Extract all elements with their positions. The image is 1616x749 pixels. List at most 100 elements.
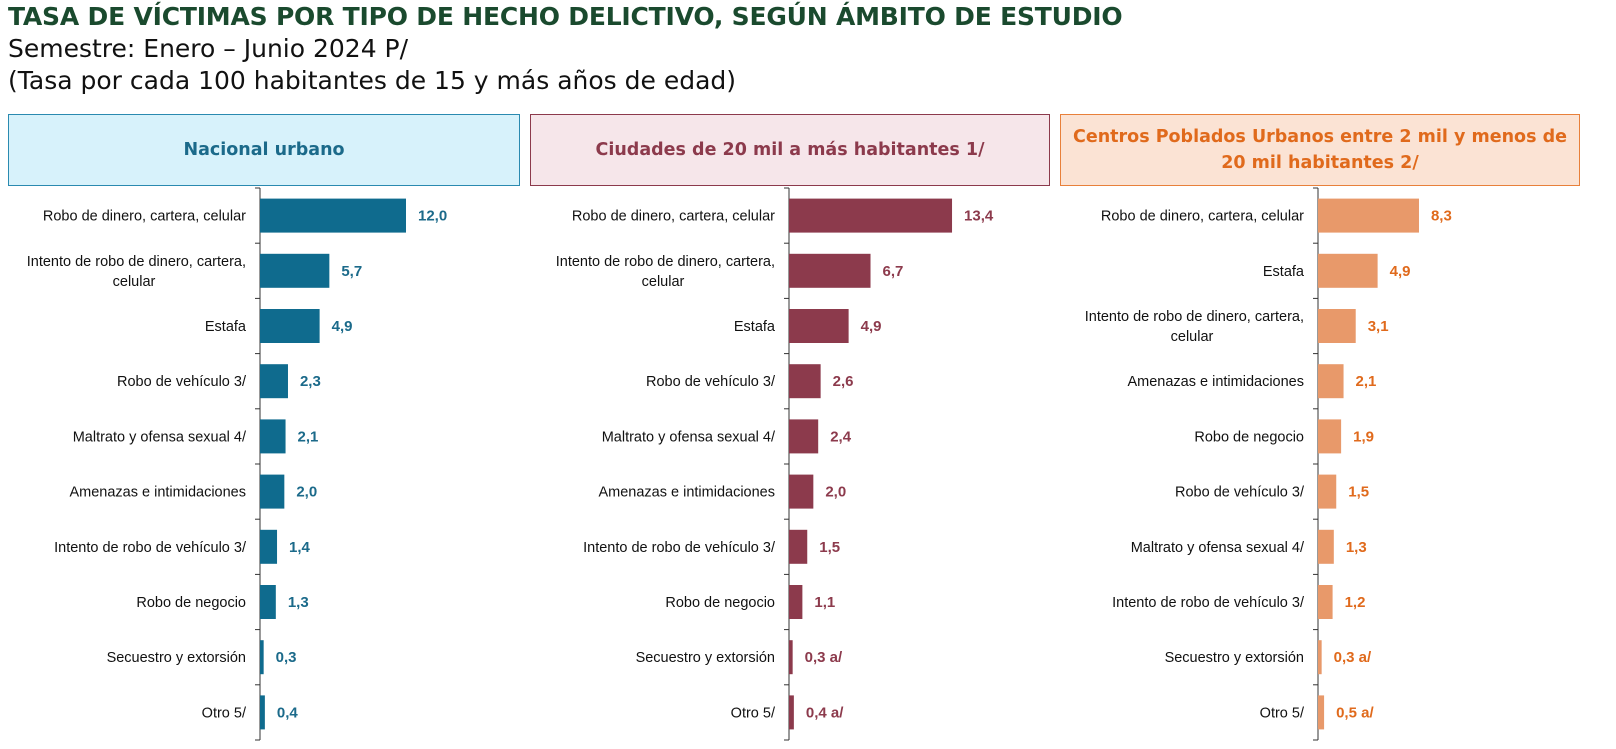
page-title: TASA DE VÍCTIMAS POR TIPO DE HECHO DELIC… [8, 2, 1123, 31]
data-label: 1,4 [289, 539, 311, 556]
data-label: 13,4 [964, 208, 994, 225]
bar [260, 529, 278, 564]
category-label: Amenazas e intimidaciones [69, 485, 246, 501]
category-label: celular [1171, 329, 1214, 345]
category-label: Intento de robo de vehículo 3/ [1112, 595, 1305, 611]
category-label: Robo de dinero, cartera, celular [1101, 209, 1304, 225]
category-label: Robo de vehículo 3/ [117, 374, 247, 390]
page-subtitle-unit: (Tasa por cada 100 habitantes de 15 y má… [8, 66, 737, 95]
chart-panel-0: 12,0 Robo de dinero, cartera, celular 5,7 I… [27, 187, 447, 741]
data-label: 1,3 [1346, 539, 1367, 556]
category-label: Intento de robo de vehículo 3/ [583, 540, 776, 556]
category-label: Otro 5/ [1260, 705, 1305, 721]
bar [260, 585, 276, 619]
bar [789, 364, 821, 399]
category-label: Robo de vehículo 3/ [646, 374, 776, 390]
bar [789, 309, 849, 343]
bar [260, 474, 285, 509]
category-label: Secuestro y extorsión [1165, 650, 1304, 666]
data-label: 8,3 [1431, 208, 1452, 225]
chart-panel-2: 8,3 Robo de dinero, cartera, celular 4,9 Es… [1085, 187, 1452, 741]
category-label: Robo de vehículo 3/ [1175, 485, 1305, 501]
data-label: 0,3 a/ [805, 649, 843, 666]
category-label: Estafa [1263, 264, 1305, 280]
bar [260, 419, 286, 454]
category-label: Intento de robo de dinero, cartera, [1085, 309, 1304, 325]
data-label: 0,3 [276, 649, 297, 666]
bar [260, 198, 406, 233]
bar [789, 253, 871, 288]
bar [1318, 198, 1419, 233]
category-label: Intento de robo de dinero, cartera, [27, 254, 246, 270]
data-label: 12,0 [418, 208, 447, 225]
bar [1318, 529, 1334, 564]
bar [1318, 253, 1378, 288]
data-label: 2,1 [1356, 373, 1377, 390]
category-label: Secuestro y extorsión [636, 650, 775, 666]
panel-header-nacional-urbano: Nacional urbano [8, 114, 520, 186]
data-label: 4,9 [332, 318, 353, 335]
data-label: 5,7 [341, 263, 362, 280]
data-label: 2,0 [296, 484, 317, 501]
data-label: 6,7 [883, 263, 904, 280]
category-label: Otro 5/ [202, 705, 247, 721]
bar [1318, 474, 1337, 509]
bar [1318, 309, 1356, 343]
bar [1318, 695, 1325, 730]
category-label: Maltrato y ofensa sexual 4/ [73, 429, 247, 445]
data-label: 2,4 [830, 428, 852, 445]
category-label: Maltrato y ofensa sexual 4/ [602, 429, 776, 445]
category-label: Intento de robo de vehículo 3/ [54, 540, 247, 556]
data-label: 1,5 [1348, 484, 1369, 501]
bar [1318, 640, 1322, 675]
bar [260, 695, 265, 730]
data-label: 2,0 [825, 484, 846, 501]
category-label: Amenazas e intimidaciones [598, 485, 775, 501]
category-label: Robo de negocio [1194, 429, 1304, 445]
data-label: 0,4 a/ [806, 704, 844, 721]
data-label: 0,5 a/ [1336, 704, 1374, 721]
data-label: 0,3 a/ [1334, 649, 1372, 666]
bar [260, 309, 320, 343]
bar [789, 474, 814, 509]
data-label: 1,5 [819, 539, 840, 556]
category-label: Estafa [734, 319, 776, 335]
category-label: Robo de dinero, cartera, celular [572, 209, 775, 225]
category-label: Robo de negocio [665, 595, 775, 611]
category-label: Maltrato y ofensa sexual 4/ [1131, 540, 1305, 556]
data-label: 2,6 [833, 373, 854, 390]
category-label: Robo de dinero, cartera, celular [43, 209, 246, 225]
bar [789, 640, 793, 675]
category-label: Secuestro y extorsión [107, 650, 246, 666]
data-label: 2,1 [298, 428, 319, 445]
data-label: 4,9 [1390, 263, 1411, 280]
bar [1318, 364, 1344, 399]
chart-panel-1: 13,4 Robo de dinero, cartera, celular 6,7 I… [556, 187, 994, 741]
data-label: 1,3 [288, 594, 309, 611]
data-label: 2,3 [300, 373, 321, 390]
bar [789, 419, 819, 454]
data-label: 4,9 [861, 318, 882, 335]
category-label: celular [642, 274, 685, 290]
data-label: 1,1 [814, 594, 835, 611]
category-label: Amenazas e intimidaciones [1127, 374, 1304, 390]
category-label: Otro 5/ [731, 705, 776, 721]
category-label: Intento de robo de dinero, cartera, [556, 254, 775, 270]
bar [260, 640, 264, 675]
panel-header-centros-poblados: Centros Poblados Urbanos entre 2 mil y m… [1060, 114, 1580, 186]
bar [789, 695, 794, 730]
category-label: Robo de negocio [136, 595, 246, 611]
category-label: Estafa [205, 319, 247, 335]
data-label: 0,4 [277, 704, 299, 721]
page-subtitle-period: Semestre: Enero – Junio 2024 P/ [8, 34, 409, 63]
bar [789, 198, 953, 233]
bar [260, 364, 288, 399]
category-label: celular [113, 274, 156, 290]
bar [1318, 419, 1342, 454]
data-label: 1,9 [1353, 428, 1374, 445]
panel-header-ciudades: Ciudades de 20 mil a más habitantes 1/ [530, 114, 1050, 186]
bar [789, 529, 808, 564]
data-label: 1,2 [1345, 594, 1366, 611]
data-label: 3,1 [1368, 318, 1389, 335]
